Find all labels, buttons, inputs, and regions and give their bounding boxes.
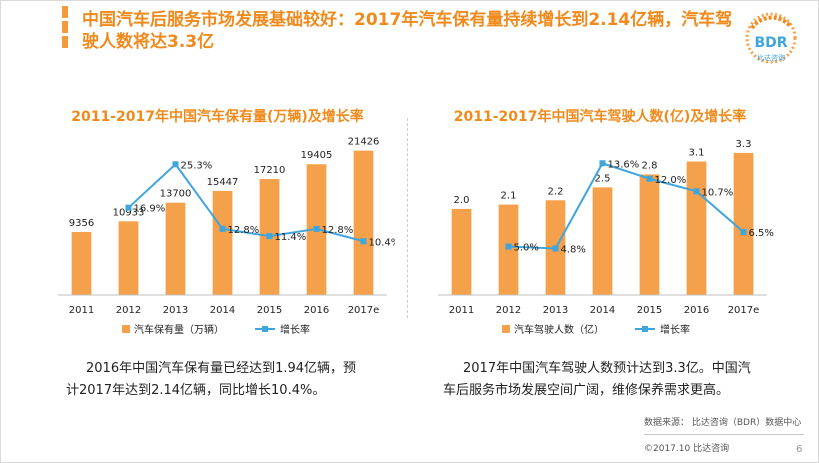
page-number: 6	[796, 444, 803, 455]
drivers-growth-line	[508, 162, 745, 250]
ownership-bar	[212, 190, 233, 295]
drivers-growth-label: 5.0%	[514, 243, 539, 254]
ownership-x-tick: 2014	[210, 305, 235, 316]
chart-divider	[407, 118, 408, 318]
ownership-legend-bar-swatch	[122, 325, 130, 333]
ownership-x-tick: 2012	[116, 305, 141, 316]
page-title: 中国汽车后服务市场发展基础较好：2017年汽车保有量持续增长到2.14亿辆，汽车…	[82, 10, 733, 52]
drivers-x-tick: 2015	[637, 305, 662, 316]
ownership-growth-label: 10.4%	[369, 237, 396, 248]
drivers-legend-bar-label: 汽车驾驶人数（亿）	[514, 323, 604, 336]
drivers-growth-label: 12.0%	[655, 175, 687, 186]
data-source: 数据来源： 比达咨询（BDR）数据中心	[644, 418, 802, 428]
ownership-legend-line-marker	[262, 326, 268, 332]
ownership-bar-label: 10933	[113, 207, 145, 218]
ownership-growth-marker	[266, 233, 273, 240]
drivers-bar	[686, 161, 707, 295]
drivers-bar	[498, 204, 519, 295]
ownership-bar-label: 17210	[254, 165, 286, 176]
ownership-growth-label: 16.9%	[134, 204, 166, 215]
drivers-bar-label: 2.2	[548, 186, 564, 197]
ownership-bar-label: 15447	[207, 177, 239, 188]
ownership-growth-line	[127, 162, 364, 243]
drivers-growth-marker	[505, 243, 512, 250]
drivers-bar-label: 2.8	[642, 160, 658, 171]
drivers-bar-label: 3.1	[689, 148, 705, 159]
drivers-bar	[451, 208, 472, 295]
ownership-growth-marker	[219, 225, 226, 232]
drivers-bar-label: 2.1	[501, 191, 517, 202]
ownership-x-tick: 2013	[163, 305, 188, 316]
caption-left: 2016年中国汽车保有量已经达到1.94亿辆，预计2017年达到2.14亿辆，同…	[66, 361, 357, 398]
copyright: ©2017.10 比达咨询	[644, 444, 730, 454]
drivers-growth-marker	[646, 175, 653, 182]
ownership-growth-marker	[313, 225, 320, 232]
ownership-growth-marker	[360, 238, 367, 245]
drivers-bar-label: 3.3	[736, 139, 752, 150]
ownership-x-tick: 2011	[69, 305, 94, 316]
ownership-growth-label: 12.8%	[228, 225, 260, 236]
drivers-chart: 2.0 2.1 2.2 2.5 2.8 3.1 3.3 2011 2012 2013 2014 201…	[438, 139, 774, 336]
drivers-growth-marker	[693, 188, 700, 195]
ownership-bar-label: 21426	[348, 137, 380, 148]
drivers-x-tick: 2012	[496, 305, 521, 316]
drivers-x-tick: 2014	[590, 305, 615, 316]
drivers-growth-label: 4.8%	[561, 245, 586, 256]
drivers-bar	[639, 174, 660, 295]
ownership-bar	[118, 221, 139, 295]
logo-text: BDR	[754, 35, 787, 51]
title-accent-bar	[62, 6, 68, 48]
footer-divider	[644, 434, 804, 435]
ownership-bar	[165, 202, 186, 295]
drivers-legend-line-marker	[642, 326, 648, 332]
ownership-bar	[353, 150, 374, 295]
drivers-bar	[733, 152, 754, 295]
drivers-bar-label: 2.5	[595, 173, 611, 184]
car-ownership-chart: 9356 10933 13700 15447 17210 19405 21426 2011 20…	[58, 137, 396, 336]
ownership-bar-label: 19405	[301, 150, 333, 161]
ownership-x-tick: 2016	[304, 305, 329, 316]
ownership-legend-bar-label: 汽车保有量（万辆）	[134, 323, 224, 336]
ownership-bar	[71, 231, 92, 295]
ownership-x-tick: 2015	[257, 305, 282, 316]
drivers-growth-label: 6.5%	[749, 228, 774, 239]
ownership-growth-marker	[125, 204, 132, 211]
ownership-growth-label: 25.3%	[181, 160, 213, 171]
drivers-bar-label: 2.0	[454, 195, 470, 206]
logo-subtext: 比达咨询	[757, 53, 785, 62]
ownership-legend-line-label: 增长率	[280, 323, 310, 336]
drivers-legend-bar-swatch	[502, 325, 510, 333]
ownership-growth-label: 12.8%	[322, 225, 354, 236]
drivers-x-tick: 2017e	[728, 305, 760, 316]
chart2-title: 2011-2017年中国汽车驾驶人数(亿)及增长率	[453, 109, 747, 125]
drivers-x-tick: 2011	[449, 305, 474, 316]
drivers-growth-marker	[599, 160, 606, 167]
ownership-bar-label: 9356	[69, 218, 94, 229]
ownership-x-tick: 2017e	[348, 305, 380, 316]
drivers-growth-label: 10.7%	[702, 187, 734, 198]
caption-right: 2017年中国汽车驾驶人数预计达到3.3亿。中国汽车后服务市场发展空间广阔，维修…	[443, 361, 751, 398]
drivers-legend-line-label: 增长率	[660, 323, 690, 336]
bdr-logo: BDR 比达咨询	[745, 12, 797, 64]
drivers-x-tick: 2013	[543, 305, 568, 316]
drivers-x-tick: 2016	[684, 305, 709, 316]
drivers-growth-marker	[740, 229, 747, 236]
drivers-bar	[592, 187, 613, 295]
ownership-growth-label: 11.4%	[275, 232, 307, 243]
drivers-growth-label: 13.6%	[608, 159, 640, 170]
chart1-title: 2011-2017年中国汽车保有量(万辆)及增长率	[71, 109, 364, 125]
ownership-bar-label: 13700	[160, 189, 192, 200]
drivers-growth-marker	[552, 245, 559, 252]
logo-ring-icon	[745, 12, 797, 64]
ownership-growth-marker	[172, 161, 179, 168]
